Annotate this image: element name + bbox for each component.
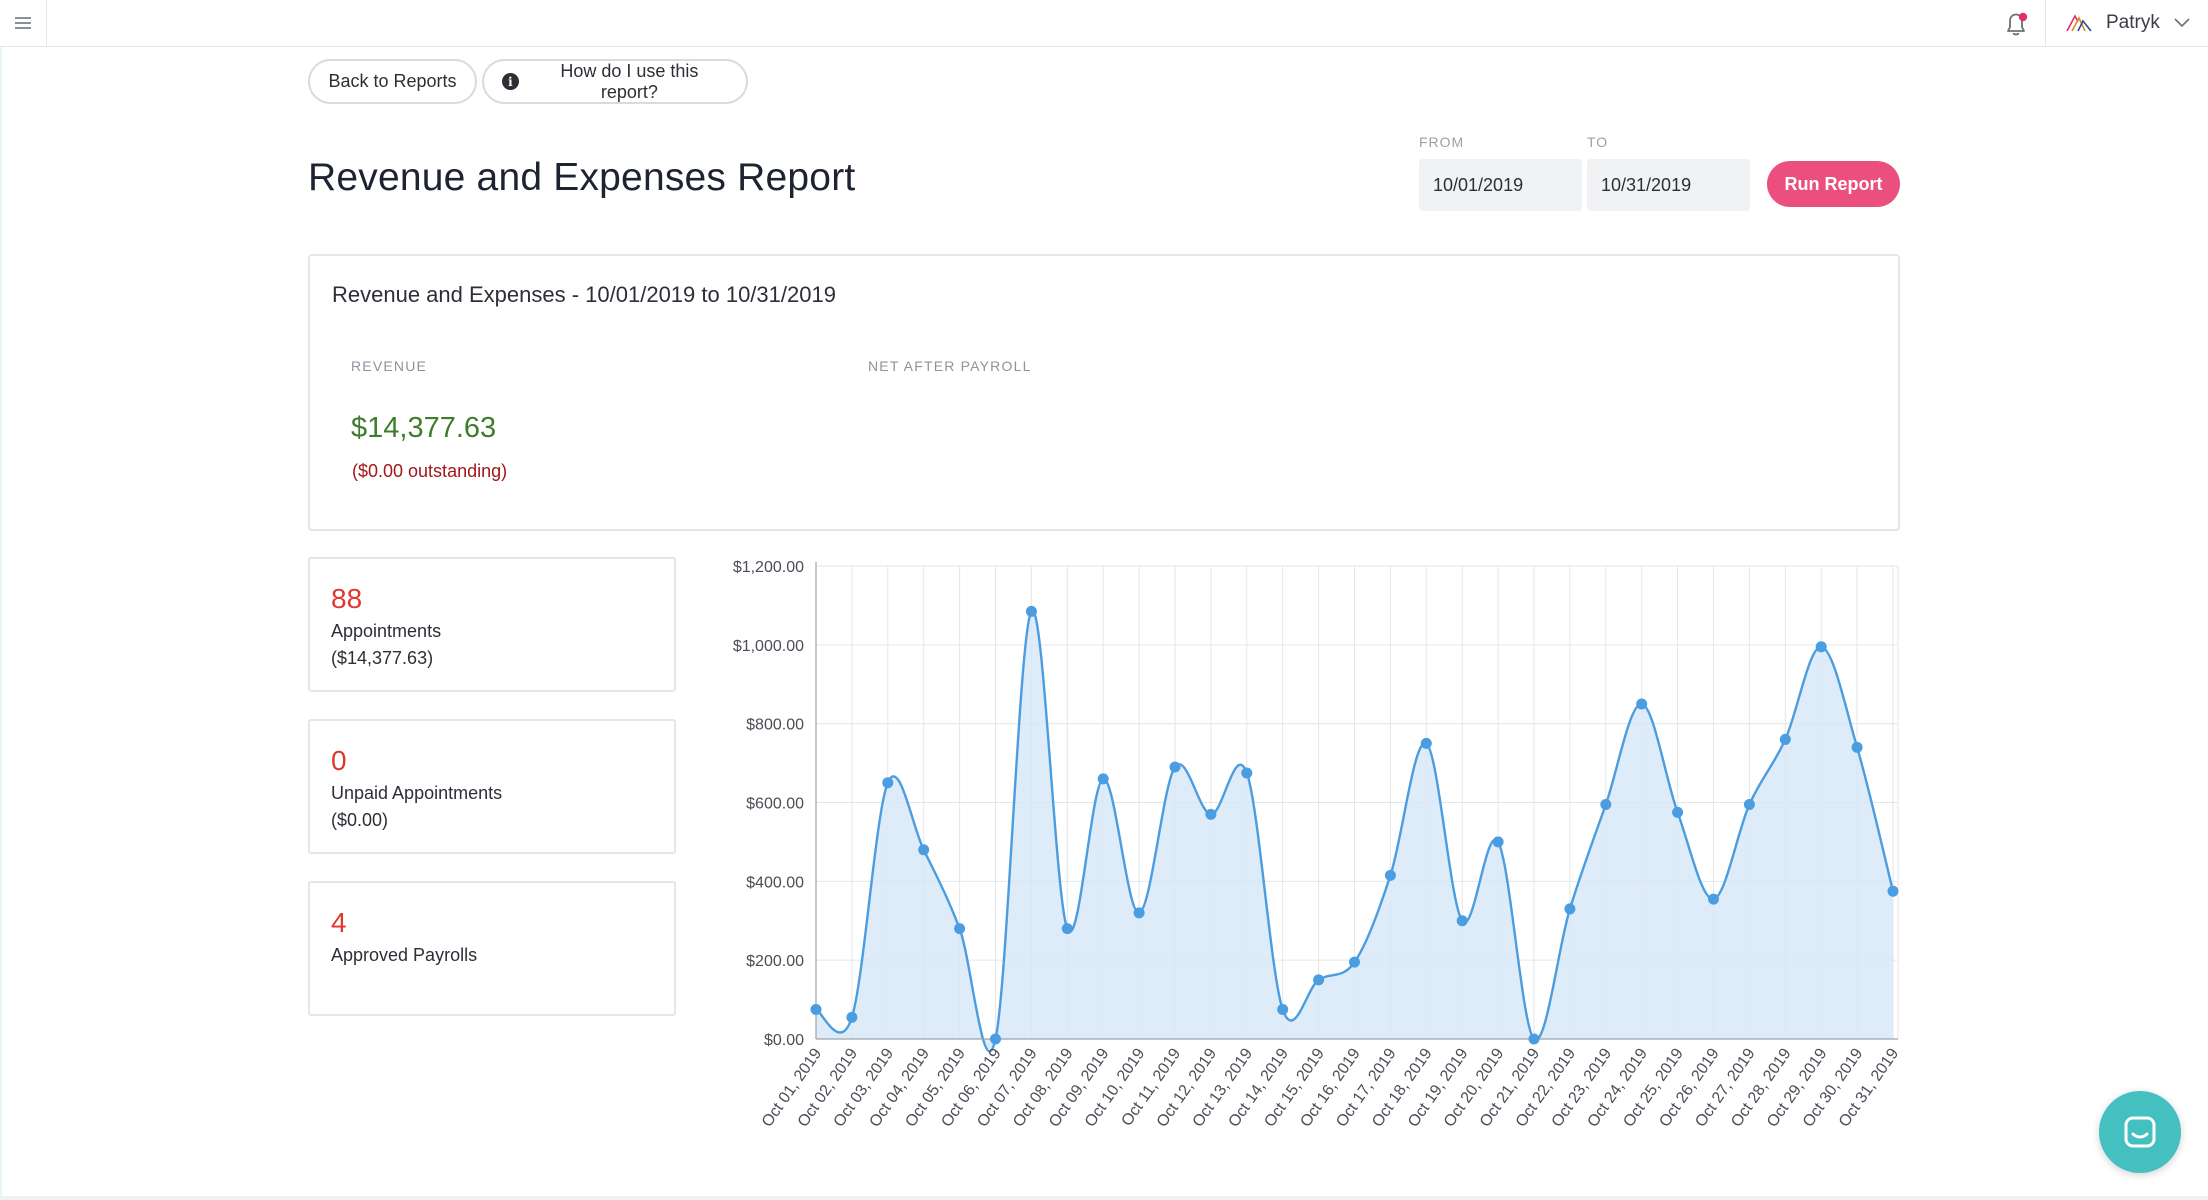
run-report-button[interactable]: Run Report — [1767, 161, 1900, 207]
data-point — [1564, 903, 1576, 915]
approved-payrolls-label: Approved Payrolls — [331, 945, 478, 965]
data-point — [1636, 698, 1648, 710]
unpaid-appointments-amount: ($0.00) — [331, 810, 389, 830]
summary-title: Revenue and Expenses - 10/01/2019 to 10/… — [332, 282, 836, 307]
y-tick-label: $0.00 — [764, 1032, 804, 1049]
chat-launcher-button[interactable] — [2099, 1091, 2181, 1173]
appointments-label: Appointments — [331, 621, 442, 641]
data-point — [1277, 1003, 1289, 1015]
data-point — [882, 777, 894, 789]
brand-logo-icon — [2066, 14, 2092, 32]
back-to-reports-label: Back to Reports — [328, 71, 457, 91]
appointments-amount: ($14,377.63) — [331, 648, 434, 668]
data-point — [1456, 915, 1468, 927]
page-title: Revenue and Expenses Report — [308, 156, 856, 199]
to-date-input[interactable]: 10/31/2019 — [1587, 159, 1750, 211]
data-point — [1851, 741, 1863, 753]
revenue-chart: $0.00 $200.00 $400.00 $600.00 $800.00 $1,000.… — [733, 559, 1903, 1130]
data-point — [1384, 869, 1396, 881]
y-tick-label: $800.00 — [746, 717, 804, 734]
revenue-value: $14,377.63 — [351, 412, 497, 444]
series-area — [816, 610, 1893, 1052]
info-icon: i — [502, 73, 519, 90]
y-tick-label: $1,200.00 — [733, 559, 804, 576]
hamburger-menu-button[interactable] — [0, 0, 47, 46]
unpaid-appointments-card: 0 Unpaid Appointments ($0.00) — [308, 719, 676, 854]
revenue-label: REVENUE — [351, 358, 428, 374]
data-point — [1600, 798, 1612, 810]
notification-dot — [2018, 12, 2028, 22]
notifications-button[interactable] — [2000, 8, 2032, 40]
data-point — [1743, 798, 1755, 810]
data-point — [1025, 605, 1037, 617]
data-point — [1420, 737, 1432, 749]
data-point — [846, 1011, 858, 1023]
data-point — [1349, 956, 1360, 968]
data-point — [1241, 767, 1253, 779]
approved-payrolls-card: 4 Approved Payrolls — [308, 881, 676, 1016]
y-tick-label: $600.00 — [746, 796, 804, 813]
data-point — [1815, 641, 1827, 653]
data-point — [1708, 893, 1719, 905]
data-point — [1205, 808, 1217, 820]
data-point — [1779, 733, 1791, 745]
from-date-input[interactable]: 10/01/2019 — [1419, 159, 1582, 211]
chat-icon — [2124, 1116, 2156, 1148]
appointments-count: 88 — [331, 583, 363, 614]
data-point — [1492, 836, 1504, 848]
bottom-border — [0, 1196, 2208, 1200]
data-point — [1887, 885, 1899, 897]
how-to-use-label: How do I use this report? — [560, 60, 699, 102]
bell-icon — [2007, 12, 2028, 36]
unpaid-appointments-count: 0 — [331, 745, 347, 776]
data-point — [990, 1033, 1001, 1045]
summary-card: Revenue and Expenses - 10/01/2019 to 10/… — [308, 254, 1900, 531]
top-bar: Patryk — [0, 0, 2208, 47]
user-menu[interactable]: Patryk — [2045, 0, 2208, 46]
data-point — [1133, 907, 1145, 919]
how-to-use-button[interactable]: i How do I use this report? — [482, 59, 748, 104]
y-tick-label: $1,000.00 — [733, 638, 804, 655]
to-label: TO — [1587, 134, 1609, 150]
data-point — [810, 1003, 822, 1015]
user-name: Patryk — [2106, 12, 2160, 33]
y-tick-label: $200.00 — [746, 953, 804, 970]
data-point — [1313, 974, 1325, 986]
chevron-down-icon — [2174, 18, 2190, 28]
data-point — [1169, 761, 1181, 773]
data-point — [918, 844, 930, 856]
approved-payrolls-count: 4 — [331, 907, 347, 938]
data-point — [954, 923, 966, 935]
unpaid-appointments-label: Unpaid Appointments — [331, 783, 503, 803]
data-point — [1672, 806, 1684, 818]
back-to-reports-button[interactable]: Back to Reports — [308, 59, 477, 104]
from-label: FROM — [1419, 134, 1465, 150]
outstanding-amount: ($0.00 outstanding) — [352, 461, 508, 481]
data-point — [1528, 1033, 1540, 1045]
appointments-card: 88 Appointments ($14,377.63) — [308, 557, 676, 692]
net-after-payroll-label: NET AFTER PAYROLL — [868, 358, 1032, 374]
y-tick-label: $400.00 — [746, 874, 804, 891]
left-edge-accent — [0, 47, 2, 1200]
data-point — [1097, 773, 1109, 785]
hamburger-menu-icon — [15, 17, 31, 29]
data-point — [1061, 923, 1073, 935]
